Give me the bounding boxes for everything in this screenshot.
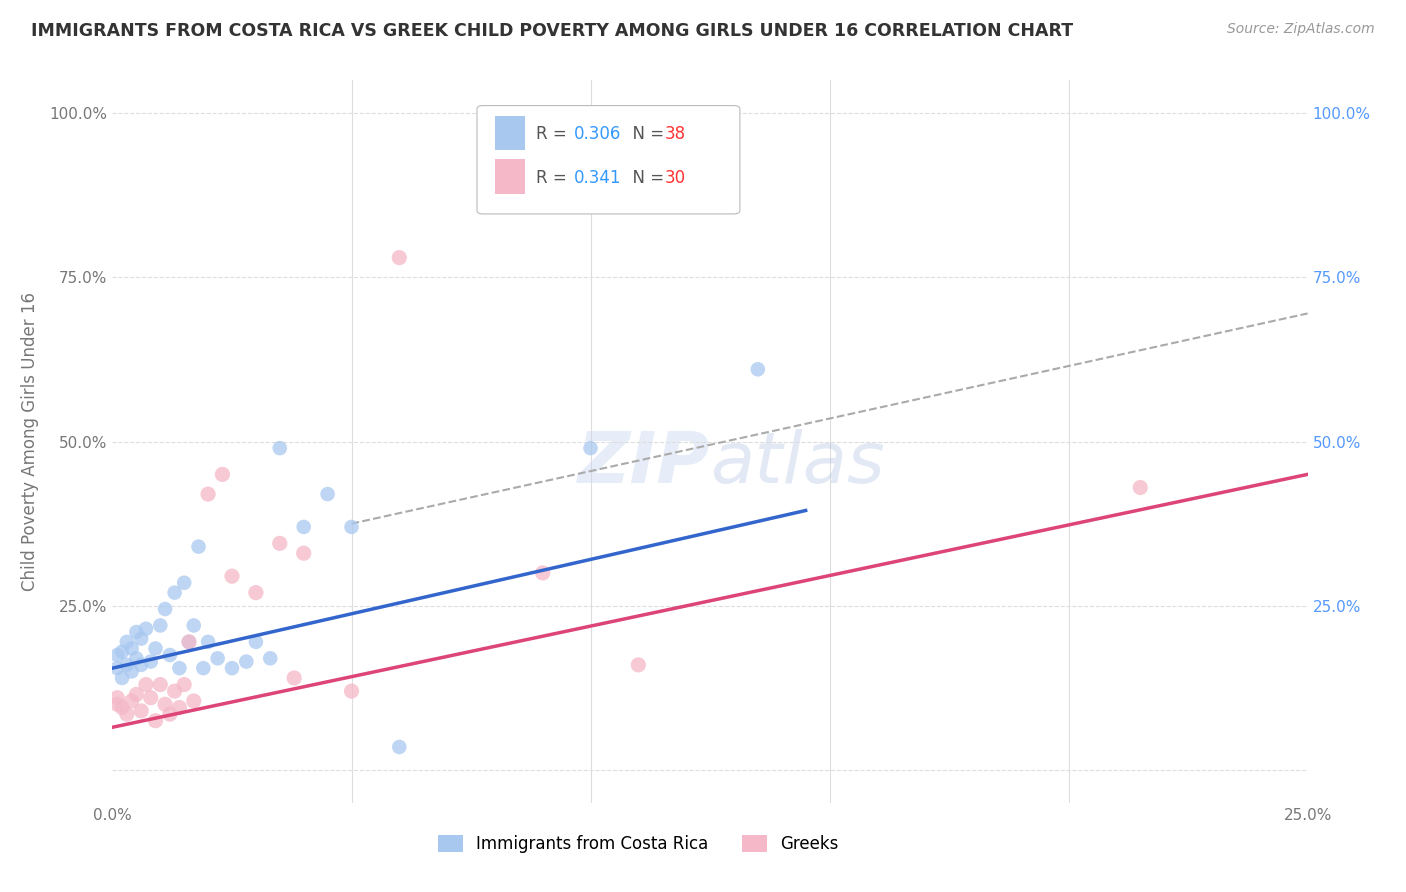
Point: [169, 661, 191, 675]
Point: [135, 622, 157, 636]
Point: [269, 441, 291, 455]
Point: [627, 657, 650, 672]
Point: [115, 635, 138, 649]
Point: [269, 536, 291, 550]
Point: [105, 661, 128, 675]
Point: [193, 661, 215, 675]
Point: [139, 690, 162, 705]
Point: [283, 671, 305, 685]
Point: [579, 441, 602, 455]
Point: [177, 635, 200, 649]
Point: [316, 487, 339, 501]
Point: [183, 618, 205, 632]
Point: [105, 690, 128, 705]
Point: [111, 700, 134, 714]
Point: [163, 684, 186, 698]
Bar: [495, 159, 524, 194]
Point: [531, 566, 554, 580]
Point: [197, 487, 219, 501]
Point: [129, 657, 152, 672]
Point: [145, 641, 167, 656]
Point: [159, 707, 181, 722]
Text: ZIP: ZIP: [578, 429, 710, 498]
Point: [388, 251, 411, 265]
Point: [163, 585, 186, 599]
Text: 30: 30: [665, 169, 686, 186]
Point: [129, 704, 152, 718]
Point: [105, 648, 128, 662]
Text: 0.341: 0.341: [574, 169, 621, 186]
Point: [115, 657, 138, 672]
Point: [221, 569, 243, 583]
Point: [187, 540, 209, 554]
Point: [245, 635, 267, 649]
Point: [292, 546, 315, 560]
Legend: Immigrants from Costa Rica, Greeks: Immigrants from Costa Rica, Greeks: [432, 828, 845, 860]
Text: 0.306: 0.306: [574, 126, 621, 144]
Text: atlas: atlas: [710, 429, 884, 498]
Point: [125, 687, 148, 701]
Point: [149, 677, 172, 691]
Point: [121, 694, 143, 708]
Point: [173, 575, 195, 590]
Point: [105, 698, 128, 712]
Point: [149, 618, 172, 632]
Point: [340, 684, 363, 698]
Point: [121, 665, 143, 679]
Point: [207, 651, 229, 665]
Point: [159, 648, 181, 662]
Bar: [495, 116, 524, 151]
Text: R =: R =: [536, 169, 572, 186]
Text: 38: 38: [665, 126, 686, 144]
FancyBboxPatch shape: [477, 105, 740, 214]
Point: [245, 585, 267, 599]
Point: [135, 677, 157, 691]
Point: [177, 635, 200, 649]
Point: [111, 645, 134, 659]
Point: [153, 602, 176, 616]
Point: [125, 625, 148, 640]
Text: IMMIGRANTS FROM COSTA RICA VS GREEK CHILD POVERTY AMONG GIRLS UNDER 16 CORRELATI: IMMIGRANTS FROM COSTA RICA VS GREEK CHIL…: [31, 22, 1073, 40]
Point: [221, 661, 243, 675]
Point: [183, 694, 205, 708]
Point: [129, 632, 152, 646]
Point: [1129, 481, 1152, 495]
Text: Source: ZipAtlas.com: Source: ZipAtlas.com: [1227, 22, 1375, 37]
Point: [340, 520, 363, 534]
Point: [235, 655, 257, 669]
Point: [173, 677, 195, 691]
Text: N =: N =: [621, 169, 669, 186]
Point: [197, 635, 219, 649]
Point: [211, 467, 233, 482]
Point: [169, 700, 191, 714]
Point: [125, 651, 148, 665]
Point: [111, 671, 134, 685]
Point: [121, 641, 143, 656]
Point: [139, 655, 162, 669]
Point: [747, 362, 769, 376]
Text: R =: R =: [536, 126, 572, 144]
Point: [153, 698, 176, 712]
Point: [259, 651, 281, 665]
Point: [292, 520, 315, 534]
Y-axis label: Child Poverty Among Girls Under 16: Child Poverty Among Girls Under 16: [21, 292, 38, 591]
Point: [115, 707, 138, 722]
Text: N =: N =: [621, 126, 669, 144]
Point: [145, 714, 167, 728]
Point: [388, 739, 411, 754]
